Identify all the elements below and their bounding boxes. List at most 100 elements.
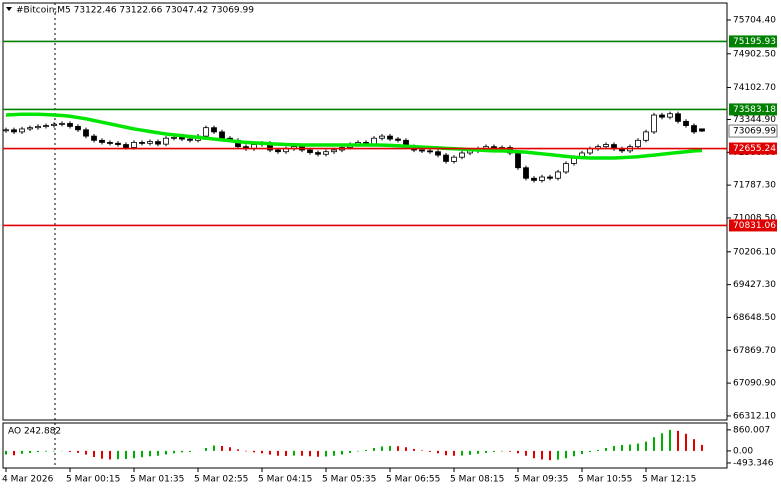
y-tick-label: 68648.50 xyxy=(733,313,776,323)
y-tick-label: 74902.50 xyxy=(733,49,776,59)
candle-body xyxy=(451,156,457,162)
level-label-box xyxy=(729,142,777,155)
ao-tick-label: 860.007 xyxy=(733,425,770,435)
candle-body xyxy=(59,123,65,125)
candle-body xyxy=(307,149,313,153)
ao-frame xyxy=(2,422,728,469)
level-label: 75195.93 xyxy=(733,37,776,47)
chart-title: #Bitcoin,M5 73122.46 73122.66 73047.42 7… xyxy=(16,6,254,16)
x-tick-label: 5 Mar 01:35 xyxy=(130,475,184,485)
candle-body xyxy=(539,176,545,181)
candle-body xyxy=(99,139,105,143)
y-tick-label: 73344.90 xyxy=(733,115,776,125)
candle-body xyxy=(699,128,705,132)
candle-body xyxy=(435,151,441,156)
x-tick-label: 5 Mar 10:55 xyxy=(578,475,632,485)
main-frame xyxy=(2,2,728,421)
candle-body xyxy=(531,177,537,181)
y-tick-label: 70206.10 xyxy=(733,247,776,257)
candle-body xyxy=(171,136,177,139)
candle-body xyxy=(275,149,281,153)
x-tick-label: 5 Mar 09:35 xyxy=(514,475,568,485)
y-tick-label: 66312.10 xyxy=(733,411,776,421)
ao-tick-label: -493.346 xyxy=(733,458,774,468)
candle-body xyxy=(27,127,33,130)
candle-body xyxy=(395,138,401,141)
current-price-box xyxy=(728,124,778,138)
candle-body xyxy=(563,163,569,173)
candle-body xyxy=(211,127,217,133)
candle-body xyxy=(555,171,561,179)
level-label: 70831.06 xyxy=(733,221,776,231)
candle-body xyxy=(91,135,97,141)
x-tick-label: 5 Mar 08:15 xyxy=(450,475,504,485)
candle-body xyxy=(147,141,153,144)
candle-body xyxy=(67,123,73,127)
y-tick-label: 69427.30 xyxy=(733,280,776,290)
candle-body xyxy=(11,129,17,133)
candle-body xyxy=(75,126,81,131)
candle-body xyxy=(331,149,337,153)
candle-body xyxy=(187,138,193,141)
candle-body xyxy=(387,135,393,140)
x-tick-label: 5 Mar 06:55 xyxy=(386,475,440,485)
candle-body xyxy=(603,144,609,148)
y-tick-label: 71008.50 xyxy=(733,213,776,223)
current-price-label: 73069.99 xyxy=(733,127,776,137)
candle-body xyxy=(123,144,129,148)
candle-body xyxy=(155,141,161,145)
x-tick-label: 5 Mar 12:15 xyxy=(642,475,696,485)
candle-body xyxy=(667,113,673,118)
x-tick-label: 5 Mar 02:55 xyxy=(194,475,248,485)
candle-body xyxy=(547,176,553,179)
candle-body xyxy=(83,129,89,137)
x-tick-label: 5 Mar 00:15 xyxy=(66,475,120,485)
candle-body xyxy=(515,152,521,169)
candle-body xyxy=(659,114,665,118)
candle-body xyxy=(35,126,41,129)
candle-body xyxy=(43,125,49,127)
x-tick-label: 5 Mar 04:15 xyxy=(258,475,312,485)
candle-body xyxy=(587,148,593,154)
candle-body xyxy=(459,152,465,158)
candle-body xyxy=(315,152,321,155)
ao-tick-label: 0.00 xyxy=(733,446,753,456)
candle-body xyxy=(3,129,9,132)
candle-body xyxy=(131,142,137,148)
candle-body xyxy=(651,114,657,133)
menu-triangle xyxy=(6,7,12,11)
candle-body xyxy=(675,113,681,122)
candle-body xyxy=(139,142,145,144)
y-tick-label: 67869.70 xyxy=(733,346,776,356)
candle-body xyxy=(523,167,529,179)
moving-average xyxy=(5,112,703,160)
candle-body xyxy=(635,139,641,148)
candle-body xyxy=(379,135,385,139)
y-tick-label: 67090.90 xyxy=(733,379,776,389)
y-tick-label: 71787.30 xyxy=(733,181,776,191)
candle-body xyxy=(203,127,209,137)
candle-body xyxy=(107,142,113,144)
candle-body xyxy=(323,151,329,155)
candle-body xyxy=(419,149,425,152)
y-tick-label: 75704.40 xyxy=(733,15,776,25)
candle-body xyxy=(115,142,121,145)
level-label-box xyxy=(729,103,777,116)
level-label: 73583.18 xyxy=(733,105,776,115)
y-tick-label: 74102.70 xyxy=(733,83,776,93)
level-label-box xyxy=(729,219,777,232)
candle-body xyxy=(427,150,433,153)
candle-body xyxy=(683,120,689,126)
candle-body xyxy=(19,128,25,133)
candle-body xyxy=(51,123,57,126)
candle-body xyxy=(643,131,649,141)
level-label: 72655.24 xyxy=(733,144,776,154)
level-label-box xyxy=(729,35,777,48)
candle-body xyxy=(691,125,697,133)
x-tick-label: 5 Mar 05:35 xyxy=(322,475,376,485)
candle-body xyxy=(219,131,225,139)
candle-body xyxy=(443,154,449,162)
ao-title: AO 242.882 xyxy=(8,427,61,437)
